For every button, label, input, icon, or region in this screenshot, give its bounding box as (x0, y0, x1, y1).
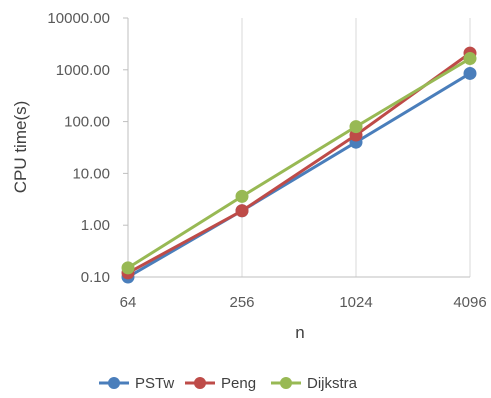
y-tick-label: 1.00 (81, 217, 110, 234)
point-dijkstra-4096 (463, 52, 477, 66)
point-pstw-4096 (463, 66, 477, 80)
grid-layer (127, 18, 471, 277)
legend-marker-peng (194, 377, 206, 389)
legend-label-pstw: PSTw (135, 375, 174, 392)
series-layer (121, 46, 477, 284)
y-axis-title: CPU time(s) (11, 101, 30, 194)
y-tick-label: 10.00 (72, 165, 110, 182)
legend: PSTw Peng Dijkstra (99, 375, 358, 392)
axis-layer: 0.10 1.00 10.00 100.00 1000.00 10000.00 64 256 1… (47, 10, 486, 311)
y-tick-label: 10000.00 (47, 10, 110, 27)
x-tick-label: 64 (120, 294, 137, 311)
y-tick-label: 100.00 (64, 114, 110, 131)
point-dijkstra-64 (121, 261, 135, 275)
legend-marker-pstw (108, 377, 120, 389)
point-dijkstra-256 (235, 189, 249, 203)
legend-label-peng: Peng (221, 375, 256, 392)
x-tick-label: 256 (229, 294, 254, 311)
x-tick-label: 4096 (453, 294, 486, 311)
point-dijkstra-1024 (349, 120, 363, 134)
series-line-pstw (127, 72, 471, 279)
legend-marker-dijkstra (280, 377, 292, 389)
legend-label-dijkstra: Dijkstra (307, 375, 358, 392)
y-tick-label: 0.10 (81, 269, 110, 286)
y-tick-label: 1000.00 (56, 62, 110, 79)
x-tick-label: 1024 (339, 294, 372, 311)
series-line-dijkstra (127, 57, 471, 270)
x-axis-title: n (295, 323, 304, 342)
point-peng-256 (235, 204, 249, 218)
